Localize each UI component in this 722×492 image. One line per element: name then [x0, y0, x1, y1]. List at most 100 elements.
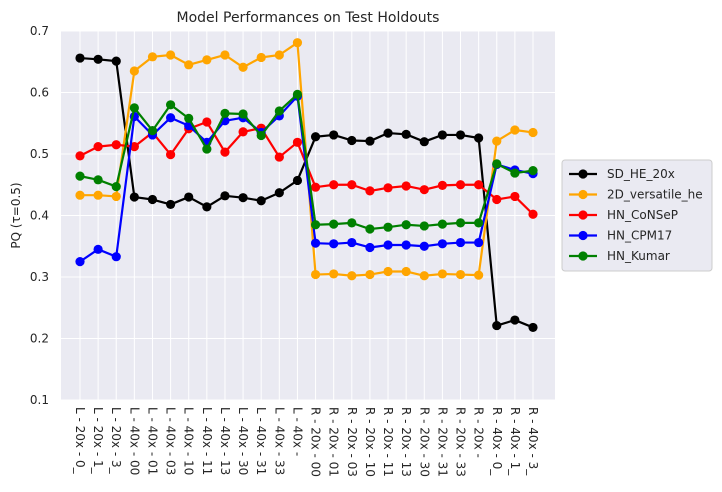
- legend-entry: HN_Kumar: [569, 249, 670, 263]
- data-point: [419, 221, 429, 231]
- y-tick-label: 0.4: [30, 209, 49, 223]
- data-point: [347, 135, 357, 146]
- y-tick-label: 0.1: [30, 393, 49, 407]
- y-axis-label: PQ (τ=0.5): [9, 182, 23, 248]
- data-point: [455, 218, 466, 228]
- data-point: [274, 188, 284, 198]
- data-point: [129, 192, 139, 202]
- data-point: [419, 137, 429, 147]
- grid-lines: [61, 30, 555, 401]
- data-point: [310, 220, 321, 230]
- data-point: [528, 209, 538, 219]
- data-point: [474, 133, 484, 143]
- data-point: [310, 132, 321, 142]
- data-point: [202, 117, 212, 127]
- legend-entry: 2D_versatile_he: [569, 188, 703, 202]
- data-point: [510, 191, 520, 202]
- data-point: [202, 55, 212, 65]
- data-point: [383, 222, 393, 232]
- data-point: [220, 108, 230, 119]
- data-point: [347, 180, 357, 190]
- data-point: [383, 183, 393, 193]
- data-point: [419, 271, 429, 281]
- x-tick-label: R - 20x - 31: [435, 407, 449, 477]
- data-point: [528, 322, 538, 333]
- data-point: [510, 315, 520, 325]
- data-point: [474, 218, 484, 228]
- data-point: [365, 186, 375, 196]
- data-point: [510, 125, 520, 135]
- y-tick-labels: 0.1 0.2 0.3 0.4 0.5 0.6 0.7: [30, 24, 49, 407]
- legend: SD_HE_20x 2D_versatile_he HN_CoNSeP HN_CPM1…: [561, 159, 713, 272]
- x-tick-label: L - 20x - 0_: [73, 407, 87, 475]
- data-point: [147, 52, 158, 62]
- y-tick-label: 0.2: [30, 332, 49, 346]
- data-point: [329, 180, 339, 190]
- data-point: [166, 113, 176, 123]
- data-point: [419, 241, 429, 251]
- data-point: [419, 185, 429, 195]
- x-tick-label: L - 40x - 13: [218, 407, 232, 475]
- data-point: [274, 152, 284, 162]
- x-tick-label: R - 20x - 30: [417, 407, 431, 477]
- data-point: [365, 242, 375, 253]
- data-point: [383, 240, 393, 250]
- data-point: [147, 194, 158, 205]
- data-point: [129, 103, 139, 113]
- data-point: [329, 239, 339, 249]
- x-tick-label: L - 40x - 10: [182, 407, 196, 475]
- data-point: [310, 269, 321, 280]
- data-point: [202, 202, 212, 212]
- data-point: [75, 151, 85, 161]
- data-point: [528, 127, 538, 138]
- data-point: [310, 238, 321, 248]
- data-point: [401, 240, 411, 250]
- data-point: [455, 269, 466, 280]
- series-layer: [75, 38, 538, 333]
- data-point: [75, 190, 85, 200]
- legend-box: [561, 159, 713, 272]
- data-point: [93, 142, 103, 152]
- data-point: [401, 181, 411, 191]
- data-point: [238, 62, 248, 72]
- legend-marker: [578, 189, 588, 200]
- data-point: [510, 168, 520, 178]
- data-point: [437, 219, 447, 229]
- data-point: [401, 129, 411, 139]
- chart-title: Model Performances on Test Holdouts: [177, 10, 440, 26]
- legend-entry: HN_CoNSeP: [569, 208, 678, 222]
- data-point: [220, 191, 230, 201]
- x-tick-label: R - 20x - 01: [327, 407, 341, 477]
- data-point: [184, 192, 194, 202]
- data-point: [329, 219, 339, 229]
- series-HN_Kumar: [75, 89, 538, 234]
- data-point: [292, 38, 303, 48]
- x-tick-label: L - 40x - 31: [254, 407, 268, 475]
- data-point: [347, 218, 357, 228]
- data-point: [129, 66, 139, 76]
- data-point: [347, 271, 357, 281]
- data-point: [329, 130, 339, 140]
- y-tick-label: 0.7: [30, 24, 49, 38]
- data-point: [166, 199, 176, 210]
- x-tick-label: L - 20x - 3_: [109, 407, 123, 475]
- data-point: [238, 109, 248, 119]
- x-tick-label: L - 40x - 01: [145, 407, 159, 475]
- data-point: [111, 181, 121, 192]
- data-point: [274, 50, 284, 60]
- data-point: [256, 52, 266, 63]
- data-point: [111, 140, 121, 150]
- data-point: [401, 220, 411, 230]
- data-point: [274, 106, 284, 116]
- data-point: [383, 128, 393, 138]
- legend-marker: [578, 251, 588, 261]
- data-point: [166, 150, 176, 160]
- data-point: [166, 100, 176, 110]
- data-point: [310, 182, 321, 192]
- data-point: [93, 54, 103, 64]
- x-tick-label: R - 20x - 00: [309, 407, 323, 477]
- data-point: [492, 320, 502, 331]
- legend-label: HN_CPM17: [607, 229, 672, 243]
- data-point: [437, 130, 447, 140]
- data-point: [437, 239, 447, 249]
